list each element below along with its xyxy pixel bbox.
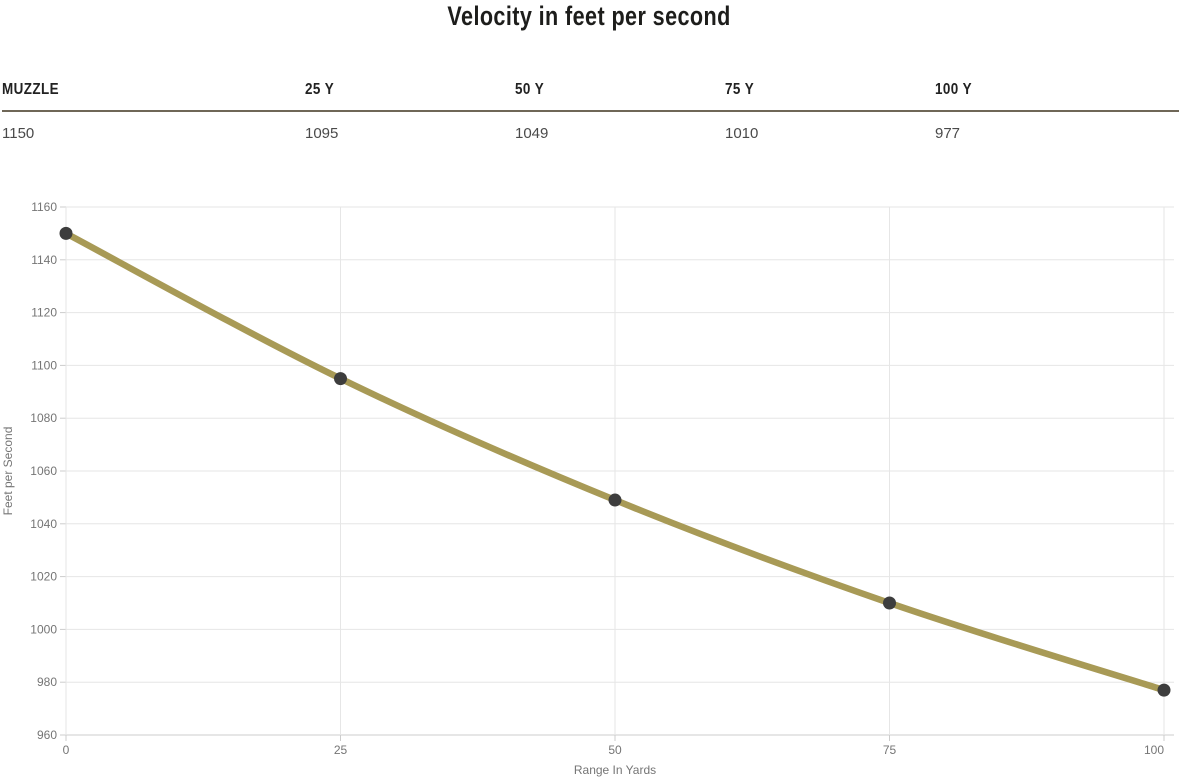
table-header-50y: 50 Y — [515, 81, 545, 98]
data-point-75yd[interactable] — [883, 596, 896, 610]
table-value-75y: 1010 — [725, 125, 759, 142]
x-tick-label: 100 — [1144, 743, 1164, 757]
y-tick-label: 1140 — [31, 253, 57, 267]
velocity-table-header-row: MUZZLE 25 Y 50 Y 75 Y 100 Y — [2, 79, 1179, 112]
data-point-0yd[interactable] — [59, 226, 73, 240]
page-title-text: Velocity in feet per second — [447, 1, 732, 31]
y-tick-label: 1020 — [30, 570, 57, 584]
table-value-50y: 1049 — [515, 125, 549, 142]
y-tick-label: 1100 — [31, 358, 57, 372]
table-header-25y: 25 Y — [305, 81, 335, 98]
chart-canvas: 9609801000102010401060108011001120114011… — [1, 200, 1174, 777]
x-tick-label: 25 — [334, 743, 348, 757]
y-tick-label: 1120 — [31, 306, 57, 320]
page-title: Velocity in feet per second — [0, 0, 1179, 31]
table-header-100y: 100 Y — [935, 81, 972, 98]
data-point-25yd[interactable] — [334, 372, 347, 386]
y-tick-label: 960 — [37, 728, 57, 742]
x-tick-label: 50 — [608, 743, 622, 757]
table-value-100y: 977 — [935, 125, 961, 142]
y-tick-label: 1160 — [31, 200, 57, 214]
table-header-75y: 75 Y — [725, 81, 755, 98]
y-tick-label: 1040 — [30, 517, 57, 531]
y-tick-label: 1000 — [30, 622, 57, 636]
x-axis-title: Range In Yards — [574, 763, 656, 777]
velocity-line-chart: 960 980 1000 1020 1040 1060 1080 1100 1120 1140 11… — [0, 195, 1179, 783]
y-tick-label: 1060 — [30, 464, 57, 478]
y-axis-title: Feet per Second — [1, 427, 15, 516]
velocity-table: MUZZLE 25 Y 50 Y 75 Y 100 Y 1150 1095 10… — [0, 79, 1179, 142]
table-header-muzzle: MUZZLE — [2, 81, 60, 98]
y-tick-label: 1080 — [30, 411, 57, 425]
data-point-50yd[interactable] — [608, 493, 622, 507]
x-tick-label: 75 — [883, 743, 897, 757]
data-point-100yd[interactable] — [1157, 683, 1171, 697]
velocity-table-value-row: 1150 1095 1049 1010 977 — [2, 112, 1179, 142]
table-value-muzzle: 1150 — [2, 125, 35, 142]
x-tick-label: 0 — [63, 743, 70, 757]
y-tick-label: 980 — [37, 675, 57, 689]
table-value-25y: 1095 — [305, 125, 339, 142]
